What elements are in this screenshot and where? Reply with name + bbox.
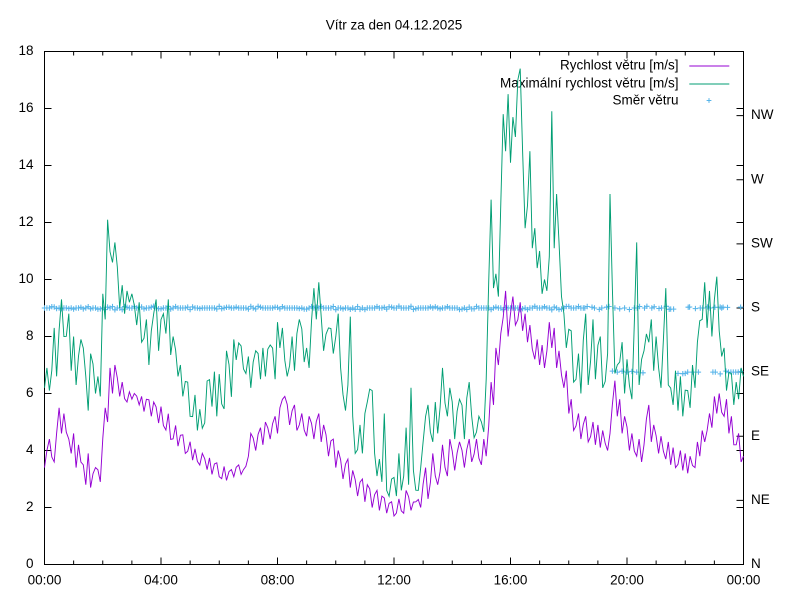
svg-text:SW: SW bbox=[751, 235, 773, 250]
svg-text:N: N bbox=[751, 556, 761, 571]
svg-text:10: 10 bbox=[18, 271, 33, 286]
svg-text:E: E bbox=[751, 428, 760, 443]
svg-text:16: 16 bbox=[18, 100, 33, 115]
svg-text:12:00: 12:00 bbox=[377, 573, 411, 588]
svg-text:NW: NW bbox=[751, 107, 774, 122]
svg-text:04:00: 04:00 bbox=[144, 573, 178, 588]
svg-text:2: 2 bbox=[26, 499, 34, 514]
svg-text:6: 6 bbox=[26, 385, 34, 400]
svg-text:Rychlost větru [m/s]: Rychlost větru [m/s] bbox=[560, 58, 679, 73]
svg-text:S: S bbox=[751, 300, 760, 315]
svg-text:Maximální rychlost větru [m/s]: Maximální rychlost větru [m/s] bbox=[500, 76, 679, 91]
svg-text:14: 14 bbox=[18, 157, 34, 172]
svg-text:18: 18 bbox=[18, 43, 33, 58]
svg-text:12: 12 bbox=[18, 214, 33, 229]
svg-text:NE: NE bbox=[751, 492, 770, 507]
svg-text:00:00: 00:00 bbox=[727, 573, 761, 588]
svg-text:8: 8 bbox=[26, 328, 34, 343]
svg-text:20:00: 20:00 bbox=[610, 573, 644, 588]
svg-text:00:00: 00:00 bbox=[28, 573, 62, 588]
svg-text:SE: SE bbox=[751, 364, 769, 379]
svg-text:Směr větru: Směr větru bbox=[612, 93, 678, 108]
svg-text:4: 4 bbox=[26, 442, 34, 457]
svg-text:W: W bbox=[751, 171, 764, 186]
svg-text:16:00: 16:00 bbox=[494, 573, 528, 588]
svg-text:0: 0 bbox=[26, 556, 34, 571]
svg-text:Vítr za den 04.12.2025: Vítr za den 04.12.2025 bbox=[326, 18, 463, 33]
svg-text:08:00: 08:00 bbox=[261, 573, 295, 588]
